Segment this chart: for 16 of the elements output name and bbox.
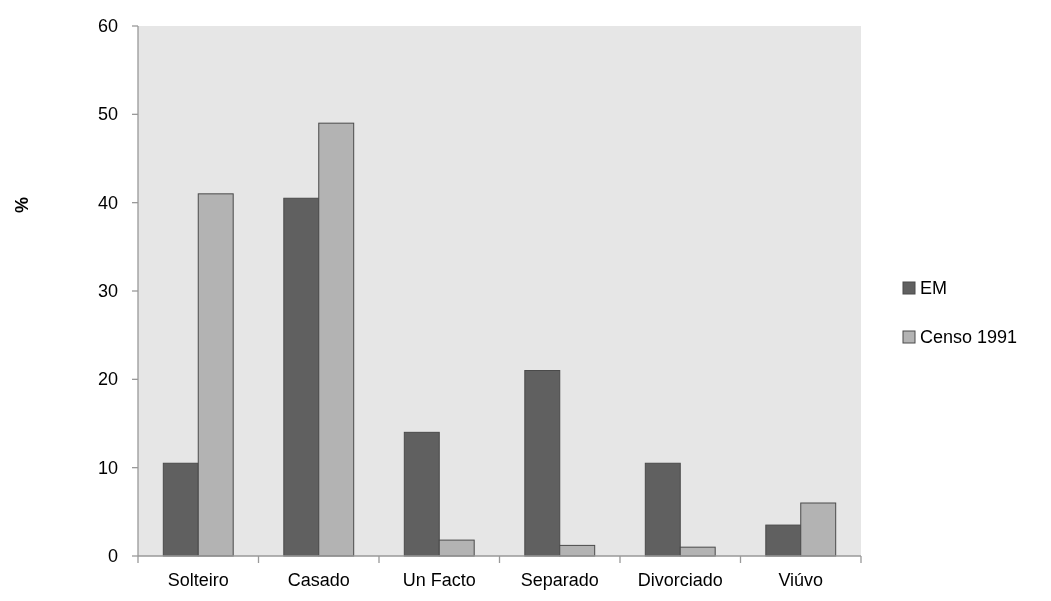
y-axis-title: % (12, 196, 32, 214)
x-tick-label: Divorciado (637, 570, 723, 590)
x-tick-label: Un Facto (402, 570, 476, 590)
x-tick-label: Viúvo (778, 570, 824, 590)
y-tick-label: 20 (97, 369, 118, 390)
y-tick-label: 60 (97, 16, 118, 36)
x-tick-label: Casado (287, 570, 350, 590)
legend-label: Censo 1991 (920, 327, 1018, 347)
x-tick-label: Solteiro (167, 570, 229, 590)
y-tick-label: 10 (97, 457, 118, 478)
y-tick-label: 40 (97, 192, 118, 213)
y-tick-label: 0 (107, 546, 118, 566)
legend-label: EM (920, 278, 947, 298)
x-tick-label: Separado (520, 570, 599, 590)
y-tick-label: 50 (97, 104, 118, 125)
y-tick-label: 30 (97, 281, 118, 301)
